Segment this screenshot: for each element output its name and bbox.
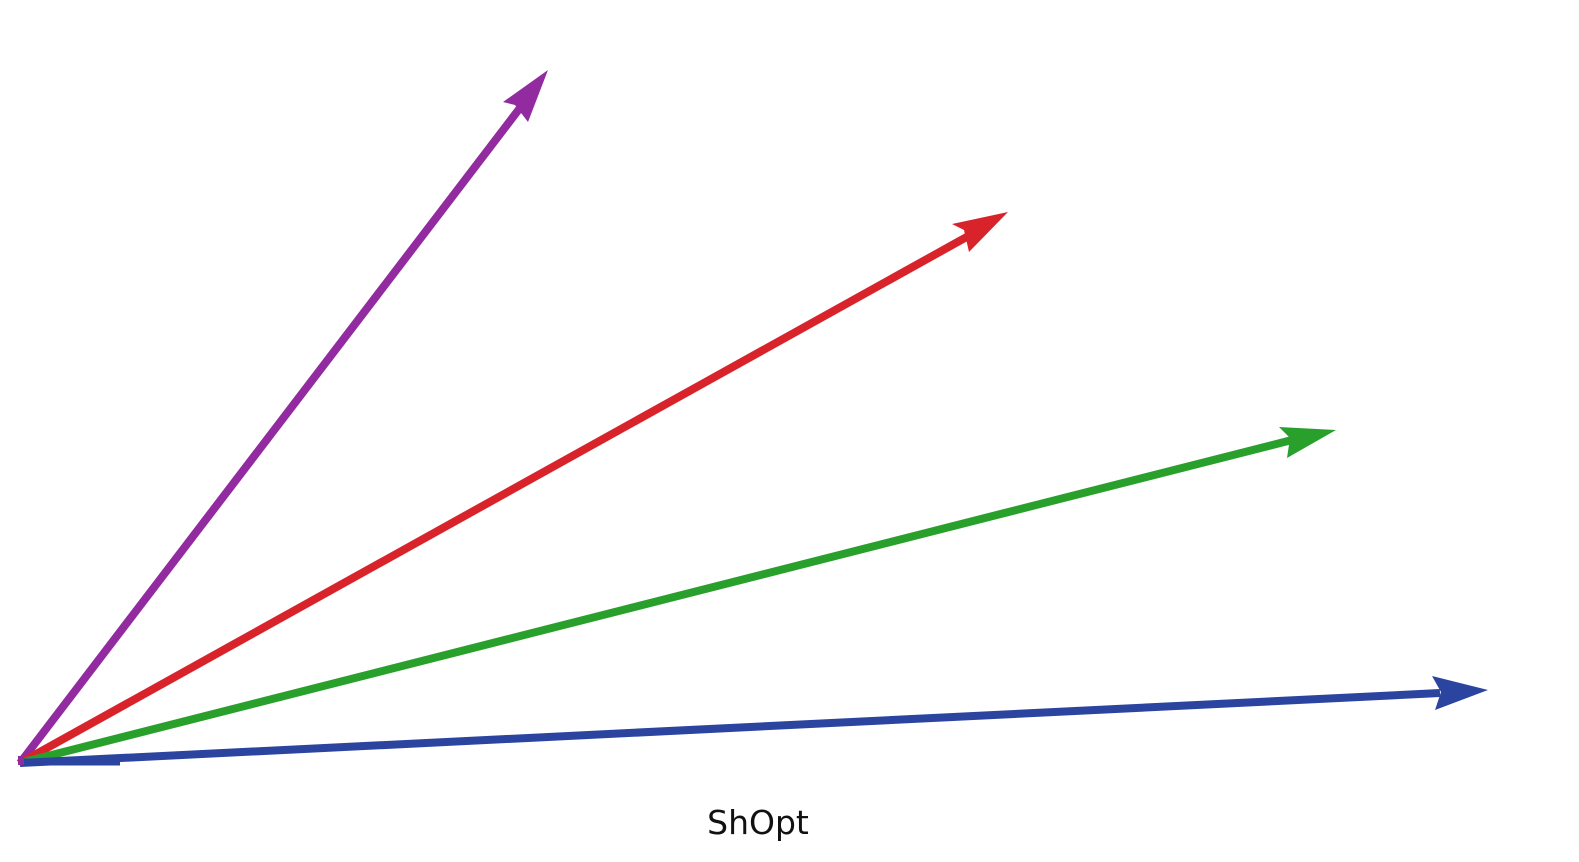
origin-marker <box>18 756 24 765</box>
diagram-caption: ShOpt <box>707 803 809 842</box>
red-arrowhead <box>952 212 1008 252</box>
purple-arrow <box>16 70 548 766</box>
blue-arrow <box>19 676 1488 767</box>
green-arrowhead <box>1279 427 1336 458</box>
red-arrow <box>18 212 1008 767</box>
purple-arrowhead <box>503 70 548 122</box>
green-arrow-shaft <box>19 436 1293 767</box>
green-arrow <box>19 427 1336 767</box>
purple-arrow-shaft <box>16 101 527 766</box>
red-arrow-shaft <box>18 230 974 767</box>
blue-arrowhead <box>1432 676 1488 710</box>
blue-arrow-shaft <box>19 689 1441 767</box>
